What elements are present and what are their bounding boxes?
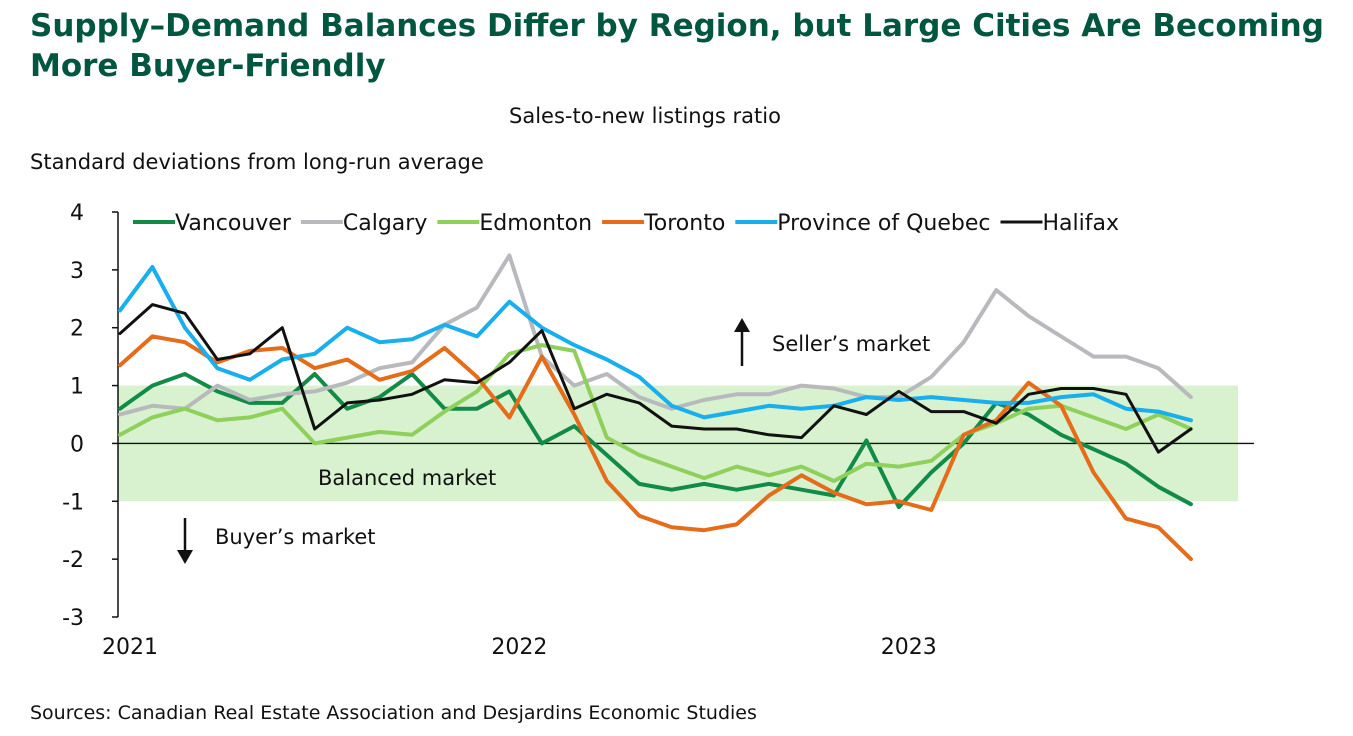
legend-label: Province of Quebec [777, 211, 990, 236]
y-tick-label: 2 [70, 317, 84, 342]
legend-label: Toronto [643, 211, 725, 236]
buyer-annotation: Buyer’s market [177, 518, 376, 564]
balanced-market-label: Balanced market [318, 466, 496, 490]
chart-subtitle: Sales-to-new listings ratio [509, 104, 781, 128]
legend: Vancouver Calgary Edmonton Toronto Province … [133, 211, 1119, 236]
x-tick-label: 2023 [881, 635, 937, 660]
seller-market-label: Seller’s market [772, 332, 930, 356]
y-tick-label: 1 [70, 375, 84, 400]
series-line-edmonton [118, 343, 1193, 483]
legend-label: Calgary [343, 211, 427, 236]
y-tick-label: -2 [62, 548, 84, 573]
chart-title: Supply–Demand Balances Differ by Region,… [30, 8, 1324, 84]
y-tick-label: -1 [62, 490, 84, 515]
legend-label: Vancouver [175, 211, 292, 236]
y-axis: 4 3 2 1 0 -1 -2 -3 [62, 201, 119, 631]
x-axis: 2021 2022 2023 [102, 442, 1254, 660]
series-line-calgary [118, 253, 1193, 417]
x-tick-label: 2021 [102, 635, 158, 660]
y-axis-label: Standard deviations from long-run averag… [30, 150, 484, 174]
series-lines [118, 253, 1193, 562]
down-arrowhead-icon [177, 550, 193, 564]
y-tick-label: -3 [62, 606, 84, 631]
y-tick-label: 4 [70, 201, 84, 226]
legend-label: Edmonton [479, 211, 592, 236]
seller-annotation: Seller’s market [734, 318, 930, 366]
series-line-halifax [118, 303, 1193, 454]
y-tick-label: 3 [70, 259, 84, 284]
x-tick-label: 2022 [491, 635, 547, 660]
legend-label: Halifax [1043, 211, 1120, 236]
buyer-market-label: Buyer’s market [215, 525, 376, 549]
up-arrowhead-icon [734, 318, 750, 332]
series-line-province-of-quebec [118, 265, 1193, 423]
source-note: Sources: Canadian Real Estate Associatio… [30, 702, 757, 724]
y-tick-label: 0 [70, 432, 84, 457]
